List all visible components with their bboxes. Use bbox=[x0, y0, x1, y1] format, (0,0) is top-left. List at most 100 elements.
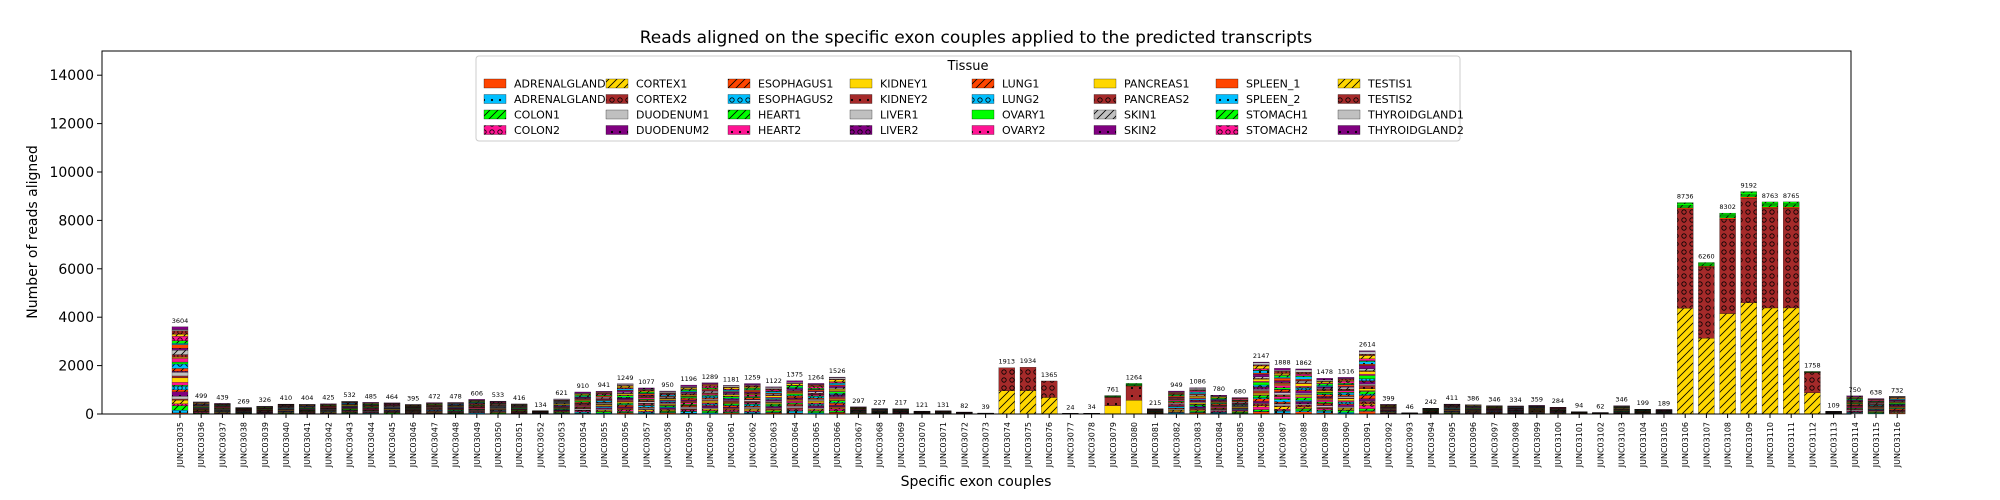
bar-segment bbox=[1719, 212, 1736, 215]
bar-segment bbox=[744, 394, 761, 397]
bar-segment bbox=[1804, 372, 1821, 393]
legend-swatch bbox=[727, 78, 751, 89]
bar-segment bbox=[998, 367, 1015, 391]
x-tick-label: JUNC03065 bbox=[812, 422, 821, 468]
bar-total-label: 1862 bbox=[1295, 359, 1312, 367]
bar-segment bbox=[1295, 394, 1312, 397]
bar-segment bbox=[617, 396, 634, 399]
bar-segment bbox=[1274, 385, 1291, 388]
x-tick-label: JUNC03098 bbox=[1512, 422, 1521, 468]
x-tick-label: JUNC03068 bbox=[876, 422, 885, 468]
bar-segment bbox=[1359, 408, 1376, 411]
bar-total-label: 109 bbox=[1827, 401, 1839, 409]
bar-segment bbox=[829, 397, 846, 400]
x-tick-label: JUNC03105 bbox=[1660, 422, 1669, 468]
bar-segment bbox=[659, 411, 676, 413]
bar-segment bbox=[659, 402, 676, 404]
bar-segment bbox=[1189, 396, 1206, 398]
bar-segment bbox=[1889, 408, 1906, 410]
bar-total-label: 121 bbox=[916, 401, 928, 409]
bar-segment bbox=[1253, 376, 1270, 379]
bar-segment bbox=[723, 396, 740, 399]
bar-segment bbox=[617, 387, 634, 389]
x-tick-label: JUNC03040 bbox=[282, 422, 291, 468]
bar-segment bbox=[765, 398, 782, 400]
bar-segment bbox=[765, 387, 782, 389]
bar-segment bbox=[723, 390, 740, 392]
bar-segment bbox=[1740, 194, 1757, 196]
bar-segment bbox=[1274, 405, 1291, 407]
bar-total-label: 326 bbox=[259, 396, 271, 404]
bar-segment bbox=[1125, 386, 1143, 401]
x-tick-label: JUNC03095 bbox=[1448, 422, 1457, 468]
bar-total-label: 680 bbox=[1234, 388, 1246, 396]
bar-segment bbox=[1316, 411, 1333, 414]
bar-segment bbox=[829, 391, 846, 394]
bar-segment bbox=[744, 385, 761, 388]
bar-segment bbox=[1359, 403, 1376, 406]
bar-segment bbox=[1359, 368, 1376, 371]
x-tick-label: JUNC03054 bbox=[579, 422, 588, 468]
legend-swatch bbox=[1215, 94, 1239, 104]
bar-segment bbox=[1889, 405, 1906, 408]
bar-total-label: 2147 bbox=[1253, 352, 1270, 360]
bar-segment bbox=[1359, 405, 1376, 409]
bar-segment bbox=[765, 394, 782, 396]
bar-segment bbox=[638, 408, 655, 410]
bar-segment bbox=[1274, 392, 1291, 395]
bar-segment bbox=[1889, 400, 1906, 402]
x-tick-label: JUNC03051 bbox=[515, 422, 524, 468]
bar-segment bbox=[680, 392, 697, 394]
bar-segment bbox=[171, 405, 189, 411]
bar-total-label: 950 bbox=[661, 381, 673, 389]
x-tick-label: JUNC03096 bbox=[1469, 422, 1478, 468]
bar-segment bbox=[680, 390, 697, 392]
bar-total-label: 82 bbox=[960, 402, 968, 410]
bar-segment bbox=[1189, 394, 1206, 396]
legend-swatch bbox=[849, 78, 873, 89]
x-tick-label: JUNC03046 bbox=[409, 422, 418, 468]
x-tick-label: JUNC03035 bbox=[176, 422, 185, 468]
bar-segment bbox=[1337, 377, 1355, 379]
bar-segment bbox=[617, 393, 634, 396]
bar-segment bbox=[595, 397, 613, 399]
bar-segment bbox=[1253, 401, 1270, 404]
bar-segment bbox=[1295, 390, 1312, 394]
bar-total-label: 416 bbox=[513, 394, 525, 402]
bar-segment bbox=[701, 394, 719, 396]
bar-segment bbox=[744, 386, 761, 389]
bar-segment bbox=[1677, 205, 1694, 207]
legend-label: SKIN1 bbox=[1124, 109, 1157, 122]
bar-segment bbox=[659, 394, 676, 397]
legend-label: SPLEEN_2 bbox=[1246, 93, 1300, 106]
x-tick-label: JUNC03114 bbox=[1851, 422, 1860, 468]
x-tick-label: JUNC03074 bbox=[1003, 422, 1012, 468]
bar-segment bbox=[574, 412, 591, 414]
bar-total-label: 34 bbox=[1087, 403, 1095, 411]
bar-segment bbox=[659, 409, 676, 411]
x-tick-label: JUNC03037 bbox=[218, 422, 227, 468]
bar-segment bbox=[1168, 401, 1185, 403]
bar-segment bbox=[171, 349, 189, 355]
bar-segment bbox=[807, 399, 825, 401]
bar-segment bbox=[362, 402, 379, 403]
bar-segment bbox=[638, 400, 655, 402]
bar-segment bbox=[1761, 201, 1779, 204]
bar-segment bbox=[680, 389, 697, 392]
bar-segment bbox=[171, 409, 189, 414]
legend-swatch bbox=[1337, 125, 1361, 135]
bar-segment bbox=[1274, 409, 1291, 411]
bar-segment bbox=[171, 398, 189, 401]
bar-segment bbox=[1337, 412, 1355, 414]
bar-segment bbox=[1274, 391, 1291, 393]
bar-segment bbox=[1189, 402, 1206, 405]
bar-segment bbox=[617, 411, 634, 413]
bar-segment bbox=[1168, 403, 1185, 405]
bar-segment bbox=[1295, 369, 1312, 373]
bar-segment bbox=[1889, 411, 1906, 413]
bar-segment bbox=[744, 410, 761, 412]
bar-segment bbox=[1295, 396, 1312, 398]
bar-segment bbox=[701, 412, 719, 414]
bar-segment bbox=[1253, 382, 1270, 386]
bar-segment bbox=[1783, 206, 1800, 209]
